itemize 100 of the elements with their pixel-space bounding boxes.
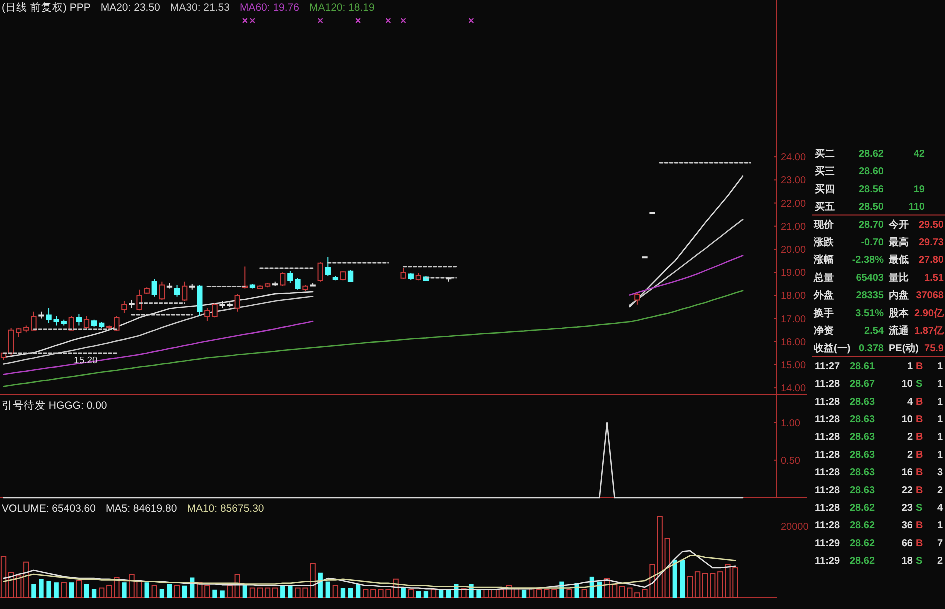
candlestick [166, 282, 173, 290]
bar [46, 580, 52, 598]
bar [152, 585, 158, 598]
candlestick [634, 292, 640, 306]
candlestick [152, 279, 158, 298]
y-tick-label: 21.00 [781, 222, 806, 233]
bar [566, 589, 572, 598]
bar [144, 582, 150, 598]
candlestick [234, 294, 240, 312]
bar [340, 588, 346, 598]
bar [416, 592, 422, 598]
bar [39, 579, 44, 598]
y-tick-label: 18.00 [781, 291, 806, 302]
text: 11:28 28.67 10 S 1 [815, 379, 943, 390]
bar [69, 582, 74, 598]
bar [264, 588, 271, 598]
y-tick-label: 16.00 [781, 337, 806, 348]
y-tick-label: 20.00 [781, 244, 806, 256]
text: 11:27 28.61 1 B 1 [815, 361, 943, 372]
text: MA10: 85675.30 [187, 503, 264, 515]
bar [288, 586, 293, 598]
bar [250, 588, 256, 598]
bar [160, 589, 165, 598]
bar [348, 588, 354, 598]
text: MA20: 23.50 [100, 2, 161, 14]
candlestick [114, 316, 120, 332]
text: 现价 28.70 今开 29.50 [814, 220, 944, 231]
text: 买三 28.60 [815, 166, 884, 178]
text: 净资 2.54 流通 1.87亿 [814, 326, 944, 337]
candlestick [197, 284, 203, 317]
bar [363, 589, 369, 598]
text: 11:28 28.63 2 B 1 [815, 450, 943, 461]
text: 20000 [781, 522, 810, 533]
bar [76, 580, 82, 598]
bar [182, 586, 188, 598]
bar [672, 560, 678, 598]
bar [498, 589, 504, 598]
candlestick [400, 267, 406, 280]
text: 11:28 28.63 16 B 3 [815, 468, 943, 479]
y-tick-label: 24.00 [781, 152, 806, 164]
y-tick-label: 15.00 [781, 360, 806, 372]
bar [227, 585, 233, 598]
bar [627, 588, 633, 598]
candlestick [68, 316, 75, 331]
bar [582, 589, 588, 598]
text: 买四 28.56 19 [815, 184, 925, 196]
candlestick [129, 300, 135, 309]
candlestick [190, 284, 196, 290]
bar [430, 589, 437, 598]
candlestick [38, 311, 44, 320]
candlestick [31, 311, 37, 331]
candlestick [144, 287, 150, 296]
bar [710, 573, 716, 598]
bar [204, 585, 210, 598]
bar [32, 584, 36, 598]
candlestick [257, 284, 264, 290]
bar [332, 585, 339, 598]
text: 11:29 28.62 66 B 7 [815, 538, 943, 550]
line-series [3, 290, 744, 388]
candlestick [122, 300, 128, 314]
candlestick [332, 276, 339, 282]
y-tick-label: 14.00 [781, 384, 806, 395]
bar [356, 584, 361, 598]
bar [401, 588, 406, 598]
bar [514, 588, 520, 598]
bar [257, 588, 264, 598]
bar [694, 572, 701, 598]
text: 11:28 28.63 10 B 1 [815, 414, 943, 426]
candlestick [91, 319, 98, 328]
text: MA30: 21.53 [170, 2, 230, 14]
bar [92, 589, 97, 598]
candlestick [416, 272, 422, 282]
text: MA60: 19.76 [240, 2, 300, 14]
text: 11:29 28.62 18 S 2 [815, 556, 943, 568]
bar [114, 577, 120, 598]
candlestick [106, 325, 112, 330]
y-tick-label: 1.00 [781, 418, 801, 430]
candlestick [280, 272, 286, 287]
text: MA5: 84619.80 [106, 503, 178, 515]
bar [408, 589, 414, 598]
y-tick-label: 19.00 [781, 268, 806, 280]
bar [16, 576, 22, 598]
candlestick [24, 325, 30, 334]
bar [99, 588, 105, 598]
y-tick-label: 22.00 [781, 198, 806, 210]
bar [687, 576, 694, 598]
bar [0, 556, 7, 598]
text: 总量 65403 量比 1.51 [814, 272, 944, 284]
candlestick [318, 262, 324, 282]
text: 11:28 28.62 23 S 4 [815, 503, 943, 514]
candlestick [182, 281, 188, 302]
bar [280, 586, 286, 598]
bar [106, 585, 112, 598]
candlestick [8, 328, 14, 356]
bar [522, 590, 527, 598]
candlestick [84, 316, 90, 330]
text: 收益(一) 0.378 PE(动) 75.9 [814, 342, 944, 355]
bar [212, 590, 218, 598]
candlestick [136, 289, 142, 312]
candlestick [159, 281, 166, 301]
